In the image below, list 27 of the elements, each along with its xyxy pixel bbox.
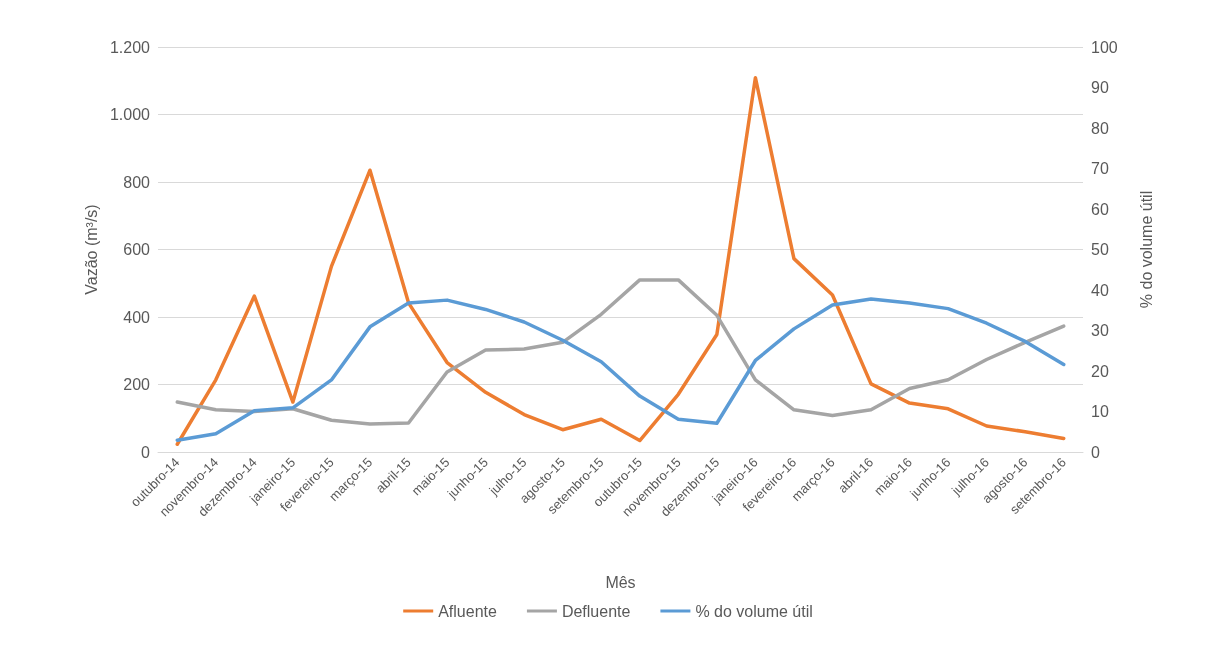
y-tick-label: 800 xyxy=(123,173,151,191)
legend-label: Defluente xyxy=(561,602,631,620)
y2-tick-label: 20 xyxy=(1091,362,1109,380)
y-tick-label: 0 xyxy=(141,443,151,461)
legend-label: Afluente xyxy=(438,602,498,620)
y-tick-label: 400 xyxy=(123,308,151,326)
y2-tick-label: 70 xyxy=(1091,160,1109,177)
x-axis-title: Mês xyxy=(605,573,636,591)
y2-tick-label: 40 xyxy=(1091,281,1109,299)
y2-tick-label: 60 xyxy=(1091,200,1109,218)
y-tick-label: 1.000 xyxy=(109,106,151,123)
y2-tick-label: 30 xyxy=(1091,322,1109,339)
y-tick-label: 600 xyxy=(123,241,151,258)
y2-tick-label: 50 xyxy=(1091,241,1109,258)
y2-axis-title: % do volume útil xyxy=(1137,190,1155,309)
y2-tick-label: 100 xyxy=(1091,38,1118,56)
line-series xyxy=(175,278,1066,426)
y-axis-title: Vazão (m³/s) xyxy=(82,204,100,295)
y-tick-label: 200 xyxy=(123,376,151,393)
y2-tick-label: 10 xyxy=(1091,403,1109,420)
y2-tick-label: 80 xyxy=(1091,119,1109,137)
legend-label: % do volume útil xyxy=(695,602,813,620)
line-series xyxy=(175,75,1066,446)
line-series xyxy=(175,297,1066,443)
y-tick-label: 1.200 xyxy=(109,38,151,56)
y2-tick-label: 90 xyxy=(1091,79,1109,96)
y2-tick-label: 0 xyxy=(1091,443,1100,461)
